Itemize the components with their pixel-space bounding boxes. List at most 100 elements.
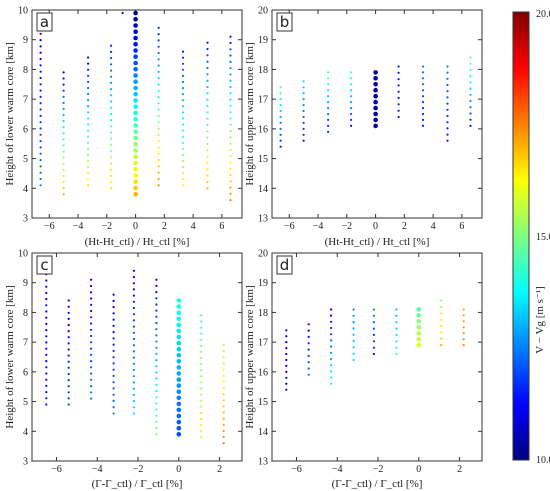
data-point	[350, 83, 353, 86]
colorbar: 20.00 15.00 10.00 V − Vg [m s⁻¹]	[512, 9, 550, 466]
data-point	[39, 76, 42, 80]
data-point	[110, 94, 113, 97]
data-point	[176, 432, 182, 437]
data-point	[416, 319, 422, 324]
data-point	[62, 138, 65, 141]
y-tick-label: 10	[18, 6, 28, 17]
data-point	[155, 334, 158, 337]
data-point	[157, 121, 160, 124]
data-point	[87, 147, 90, 150]
data-point	[176, 346, 182, 352]
data-point	[62, 174, 65, 178]
data-point	[181, 99, 185, 102]
data-point	[87, 56, 90, 59]
data-point	[90, 372, 93, 375]
data-point	[469, 75, 472, 78]
data-point	[330, 333, 333, 336]
data-point	[155, 284, 158, 287]
data-point	[110, 88, 113, 91]
data-point	[200, 381, 203, 384]
data-point	[157, 108, 160, 111]
data-point	[39, 127, 42, 130]
data-point	[421, 95, 425, 98]
data-point	[302, 104, 305, 107]
data-point	[133, 35, 138, 41]
data-point	[90, 284, 93, 288]
data-point	[133, 185, 138, 191]
y-tick-label: 18	[258, 65, 268, 76]
y-tick-label: 14	[258, 184, 268, 195]
data-point	[279, 139, 282, 142]
data-point	[469, 62, 472, 65]
data-point	[67, 311, 70, 314]
data-point	[222, 386, 225, 390]
data-point	[112, 406, 115, 409]
data-point	[229, 41, 232, 45]
data-point	[90, 291, 93, 294]
data-point	[157, 70, 160, 73]
data-point	[157, 39, 160, 42]
data-point	[181, 56, 185, 59]
data-point	[45, 397, 48, 400]
data-point	[112, 387, 115, 390]
data-point	[133, 160, 138, 166]
data-point	[279, 104, 282, 107]
data-point	[416, 307, 422, 312]
data-point	[350, 107, 353, 110]
data-point	[133, 66, 138, 72]
x-tick-label: 0	[373, 221, 378, 232]
data-point	[176, 304, 182, 309]
data-point	[229, 117, 232, 120]
data-point	[421, 112, 425, 116]
data-point	[39, 45, 42, 48]
data-point	[222, 344, 225, 347]
data-point	[222, 362, 225, 365]
data-point	[229, 54, 232, 57]
data-point	[279, 127, 282, 130]
data-point	[200, 436, 203, 439]
data-point	[133, 48, 138, 53]
data-point	[181, 50, 185, 53]
data-point	[330, 382, 333, 385]
data-point	[133, 123, 138, 128]
panel-d-label-box	[276, 255, 293, 275]
data-point	[67, 317, 70, 320]
data-point	[90, 278, 93, 281]
panel-b: −6 −4 −2 0 2 4 6 13 14 15 16 17 18 19 20 b	[258, 6, 483, 232]
data-point	[67, 299, 70, 302]
data-point	[200, 314, 203, 317]
data-point	[229, 142, 232, 145]
x-tick-label: 2	[457, 464, 462, 475]
data-point	[87, 141, 90, 144]
data-point	[446, 102, 449, 105]
data-point	[90, 322, 93, 325]
data-point	[181, 105, 185, 108]
data-point	[200, 356, 203, 360]
data-point	[181, 62, 185, 65]
data-point	[421, 124, 425, 127]
data-point	[90, 297, 93, 300]
data-point	[90, 309, 93, 313]
data-point	[155, 278, 158, 281]
x-tick-label: −6	[51, 464, 62, 475]
data-point	[157, 184, 160, 187]
data-point	[132, 294, 135, 297]
data-point	[181, 87, 185, 90]
data-point	[157, 114, 160, 118]
data-point	[112, 293, 115, 296]
data-point	[307, 329, 310, 332]
data-point	[132, 288, 135, 291]
data-point	[132, 350, 135, 353]
data-point	[302, 109, 305, 113]
data-point	[45, 316, 48, 319]
data-point	[176, 377, 182, 382]
data-point	[67, 342, 70, 345]
data-point	[62, 113, 65, 117]
data-point	[206, 111, 209, 114]
x-tick-label: −6	[291, 464, 302, 475]
data-point	[330, 351, 333, 354]
data-point	[440, 299, 443, 302]
data-point	[285, 329, 288, 332]
panel-c-frame	[31, 252, 243, 462]
panel-a-ylabel: Height of lower warm core [km]	[4, 42, 16, 185]
